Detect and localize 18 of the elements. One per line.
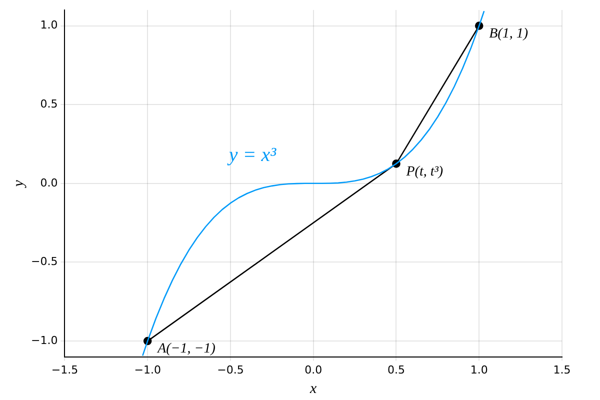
y-tick-label: 1.0 — [40, 18, 58, 32]
annotation: A(−1, −1) — [156, 342, 216, 357]
x-tick-label: −0.5 — [217, 363, 244, 376]
x-tick-label: −1.0 — [134, 363, 161, 376]
x-tick-label: 1.5 — [553, 363, 571, 376]
x-tick-label: 0.0 — [304, 363, 322, 376]
x-axis-title: x — [309, 380, 318, 397]
annotation: P(t, t³) — [405, 164, 444, 180]
x-tick-label: 1.0 — [470, 363, 488, 376]
x-tick-label: −1.5 — [51, 363, 78, 376]
y-tick-label: 0.0 — [40, 176, 58, 190]
y-axis-title: y — [10, 180, 27, 189]
y-tick-label: −0.5 — [30, 255, 58, 268]
series-label: y = x³ — [226, 144, 278, 166]
annotation: B(1, 1) — [489, 26, 528, 42]
y-tick-label: 0.5 — [40, 97, 58, 110]
y-tick-label: −1.0 — [30, 334, 58, 347]
x-tick-label: 0.5 — [387, 363, 405, 376]
